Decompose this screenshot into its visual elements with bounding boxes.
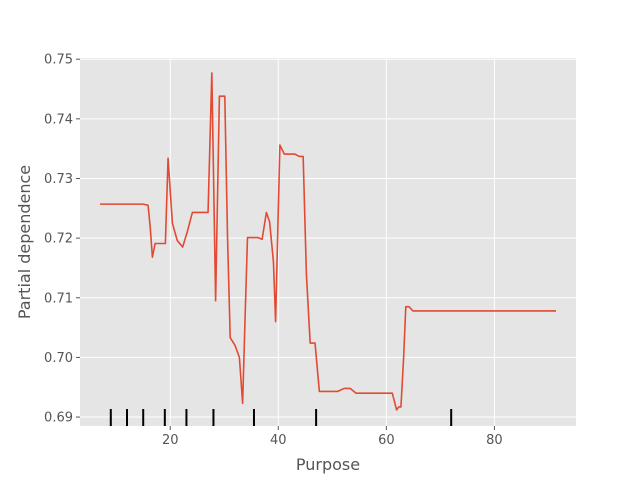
series-layer [99, 72, 557, 411]
y-tick-label: 0.69 [44, 411, 73, 426]
plot-background [80, 58, 576, 426]
y-tick-label: 0.73 [44, 172, 73, 187]
y-tick-label: 0.70 [44, 351, 73, 366]
x-axis-label: Purpose [296, 455, 360, 474]
y-tick-label: 0.74 [44, 112, 73, 127]
partial-dependence-line [99, 72, 557, 411]
y-tick-label: 0.72 [44, 232, 73, 247]
x-tick-label: 40 [270, 433, 287, 448]
y-axis-label: Partial dependence [15, 165, 34, 319]
x-tick-label: 80 [486, 433, 503, 448]
x-tick-label: 20 [162, 433, 179, 448]
grid-lines [80, 58, 576, 426]
x-tick-label: 60 [378, 433, 395, 448]
rug-marks [109, 409, 453, 426]
y-axis: 0.69 0.70 0.71 0.72 0.73 0.74 0.75 [44, 53, 80, 426]
y-tick-label: 0.75 [44, 53, 73, 68]
x-axis: 20 40 60 80 [162, 426, 503, 448]
y-tick-label: 0.71 [44, 291, 73, 306]
